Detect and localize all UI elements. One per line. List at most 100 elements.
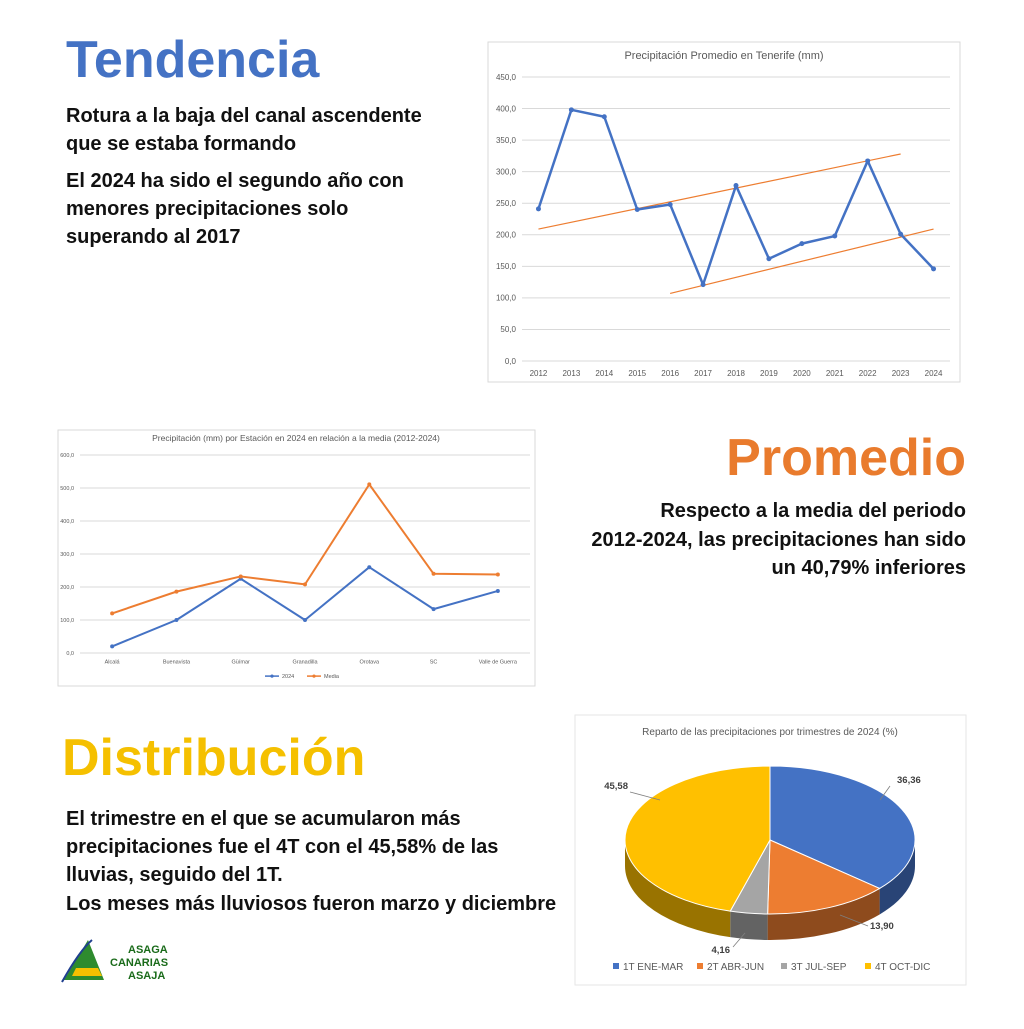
leader-line: [839, 914, 869, 927]
y-tick-label: 200,0: [60, 585, 74, 591]
chart-title: Reparto de las precipitaciones por trime…: [642, 727, 898, 738]
x-tick-label: 2021: [826, 369, 844, 378]
pie-side: [730, 911, 768, 940]
data-point: [174, 589, 179, 594]
pie-slice: [767, 839, 881, 915]
text-line: superando al 2017: [66, 226, 241, 248]
text-line: menores precipitaciones solo: [66, 198, 348, 220]
data-point: [303, 618, 307, 622]
data-point: [431, 571, 436, 576]
legend-label: 2T ABR-JUN: [707, 962, 764, 973]
x-tick-label: 2012: [530, 369, 548, 378]
logo: ASAGA CANARIAS ASAJA: [61, 939, 168, 983]
data-point: [700, 282, 706, 288]
x-tick-label: 2015: [628, 369, 646, 378]
data-point: [495, 572, 500, 577]
data-point: [733, 183, 739, 189]
data-point: [110, 611, 115, 616]
text-line: precipitaciones fue el 4T con el 45,58% …: [66, 836, 498, 858]
y-tick-label: 50,0: [500, 325, 516, 334]
text-line: El trimestre en el que se acumularon más: [66, 808, 461, 830]
trend-line: [538, 153, 901, 230]
x-tick-label: 2023: [892, 369, 910, 378]
legend-swatch: [781, 963, 787, 969]
data-point: [495, 588, 500, 593]
x-tick-label: 2014: [595, 369, 613, 378]
chart-title: Precipitación (mm) por Estación en 2024 …: [152, 433, 440, 443]
x-tick-label: 2019: [760, 369, 778, 378]
y-tick-label: 150,0: [496, 262, 517, 271]
heading: Distribución: [62, 729, 365, 787]
legend-label: 3T JUL-SEP: [791, 962, 847, 973]
data-point: [535, 206, 541, 212]
pie-slice: [769, 765, 916, 890]
y-tick-label: 200,0: [496, 231, 517, 240]
x-tick-label: Güímar: [232, 659, 251, 665]
text-line: lluvias, seguido del 1T.: [66, 864, 283, 886]
logo-text: CANARIAS: [110, 957, 168, 969]
data-label: 36,36: [897, 775, 921, 786]
y-tick-label: 250,0: [496, 199, 517, 208]
x-tick-label: 2016: [661, 369, 679, 378]
data-point: [568, 107, 574, 113]
legend-label: 1T ENE-MAR: [623, 962, 683, 973]
x-tick-label: SC: [430, 659, 438, 665]
text-line: Respecto a la media del periodo: [660, 500, 966, 522]
leader-line: [629, 791, 661, 801]
leader-line: [732, 932, 746, 948]
text-line: un 40,79% inferiores: [771, 557, 966, 579]
y-tick-label: 400,0: [496, 104, 517, 113]
data-point: [766, 256, 772, 262]
y-tick-label: 300,0: [60, 552, 74, 558]
y-tick-label: 500,0: [60, 486, 74, 492]
data-point: [634, 207, 640, 213]
data-point: [431, 607, 436, 612]
x-tick-label: 2018: [727, 369, 745, 378]
text-line: El 2024 ha sido el segundo año con: [66, 170, 404, 192]
data-label: 13,90: [870, 921, 894, 932]
x-tick-label: 2020: [793, 369, 811, 378]
data-point: [865, 158, 871, 164]
y-tick-label: 450,0: [496, 73, 517, 82]
data-point: [931, 266, 937, 272]
data-point: [174, 618, 179, 622]
logo-text: ASAJA: [128, 970, 165, 982]
chart-frame: [57, 429, 536, 687]
y-tick-label: 0,0: [505, 357, 517, 366]
legend-swatch: [312, 674, 316, 678]
heading: Promedio: [726, 429, 966, 487]
x-tick-label: Orotava: [359, 659, 380, 665]
data-point: [799, 241, 805, 247]
data-point: [110, 644, 115, 649]
legend-swatch: [270, 674, 274, 678]
text-line: 2012-2024, las precipitaciones han sido: [591, 529, 966, 551]
legend-label: 2024: [282, 674, 294, 680]
x-tick-label: Buenavista: [163, 659, 191, 665]
legend-swatch: [613, 963, 619, 969]
pie-side: [879, 840, 915, 915]
data-point: [303, 582, 307, 587]
data-point: [832, 233, 838, 239]
y-tick-label: 350,0: [496, 136, 517, 145]
legend-swatch: [697, 963, 703, 969]
text-line: Rotura a la baja del canal ascendente: [66, 105, 422, 127]
legend-label: Media: [324, 674, 340, 680]
x-tick-label: Valle de Guerra: [479, 659, 518, 665]
data-point: [667, 201, 673, 207]
chart-title: Precipitación Promedio en Tenerife (mm): [624, 50, 823, 62]
data-label: 4,16: [712, 945, 731, 956]
x-tick-label: 2017: [694, 369, 712, 378]
x-tick-label: 2024: [925, 369, 943, 378]
text-line: Los meses más lluviosos fueron marzo y d…: [66, 893, 556, 915]
x-tick-label: 2022: [859, 369, 877, 378]
pie-slice: [624, 765, 771, 912]
chart-frame: [487, 41, 961, 383]
data-point: [601, 114, 607, 120]
data-point: [898, 231, 904, 237]
data-point: [367, 482, 372, 487]
y-tick-label: 100,0: [60, 618, 74, 624]
text-line: que se estaba formando: [66, 133, 296, 155]
y-tick-label: 100,0: [496, 294, 517, 303]
legend-swatch: [865, 963, 871, 969]
